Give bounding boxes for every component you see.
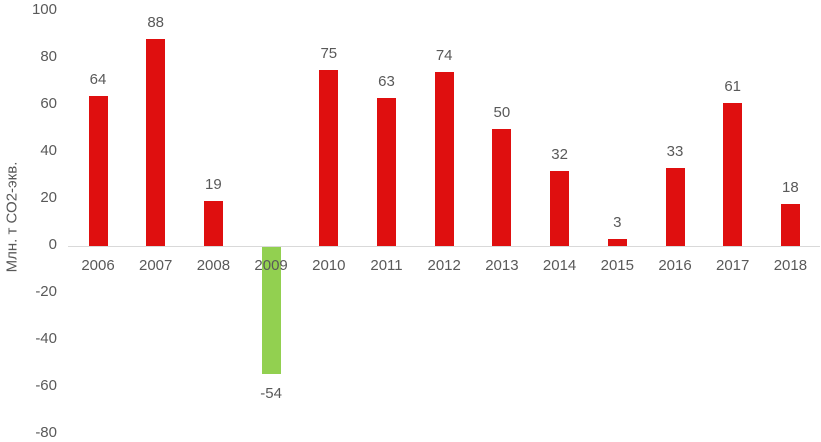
y-axis-tick-label: 0	[48, 236, 57, 253]
bar-2018	[780, 203, 800, 246]
x-axis-label-2007: 2007	[139, 257, 173, 274]
y-axis-tick-label: -80	[35, 424, 57, 441]
data-label-2013: 50	[493, 103, 511, 121]
data-label-2010: 75	[320, 44, 338, 62]
bar-2012	[434, 72, 454, 246]
y-axis-tick-label: 60	[40, 95, 57, 112]
data-label-2008: 19	[205, 176, 222, 194]
data-label-2006: 64	[89, 70, 107, 88]
data-label-2007: 88	[147, 14, 165, 32]
x-axis-label-2018: 2018	[773, 257, 808, 274]
bar-2011	[377, 97, 396, 246]
data-label-2015: 3	[613, 213, 622, 231]
y-axis-tick-label: -60	[35, 377, 57, 394]
y-axis-tick-label: -20	[35, 283, 57, 300]
x-axis-label-2012: 2012	[427, 257, 461, 274]
x-axis-label-2015: 2015	[600, 257, 634, 274]
x-axis-label-2011: 2011	[370, 257, 403, 274]
data-label-2011: 63	[378, 72, 395, 90]
data-label-2009: -54	[260, 384, 282, 402]
bar-2006	[88, 95, 108, 246]
bar-2009	[261, 247, 281, 374]
bar-2015	[607, 238, 627, 246]
data-label-2016: 33	[666, 143, 684, 161]
y-axis-tick-label: 100	[31, 1, 57, 18]
bar-2008	[203, 201, 223, 246]
bar-2010	[319, 69, 339, 246]
x-axis-label-2013: 2013	[485, 257, 519, 274]
bar-2013	[492, 128, 512, 246]
y-axis-title: Млн. т СО2-экв.	[3, 161, 21, 273]
y-axis-tick-label: 40	[40, 142, 57, 159]
bar-2016	[665, 168, 685, 246]
x-axis-label-2010: 2010	[312, 257, 346, 274]
x-axis-line	[68, 246, 820, 247]
x-axis-label-2009: 2009	[254, 257, 288, 274]
bar-2014	[550, 170, 570, 246]
x-axis-label-2017: 2017	[716, 257, 750, 274]
data-label-2017: 61	[724, 77, 742, 95]
x-axis-label-2006: 2006	[81, 257, 115, 274]
y-axis-tick-label: 80	[40, 48, 57, 65]
data-label-2014: 32	[551, 145, 568, 163]
bar-2017	[723, 102, 743, 246]
x-axis-label-2008: 2008	[196, 257, 231, 274]
y-axis-tick-label: 20	[40, 189, 57, 206]
y-axis-tick-label: -40	[35, 330, 57, 347]
x-axis-label-2016: 2016	[658, 257, 692, 274]
bar-2007	[146, 39, 166, 246]
data-label-2018: 18	[782, 178, 799, 196]
x-axis-label-2014: 2014	[542, 257, 577, 274]
data-label-2012: 74	[435, 47, 453, 65]
